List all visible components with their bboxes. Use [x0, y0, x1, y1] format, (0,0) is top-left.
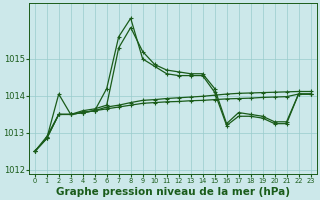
X-axis label: Graphe pression niveau de la mer (hPa): Graphe pression niveau de la mer (hPa) — [56, 187, 290, 197]
